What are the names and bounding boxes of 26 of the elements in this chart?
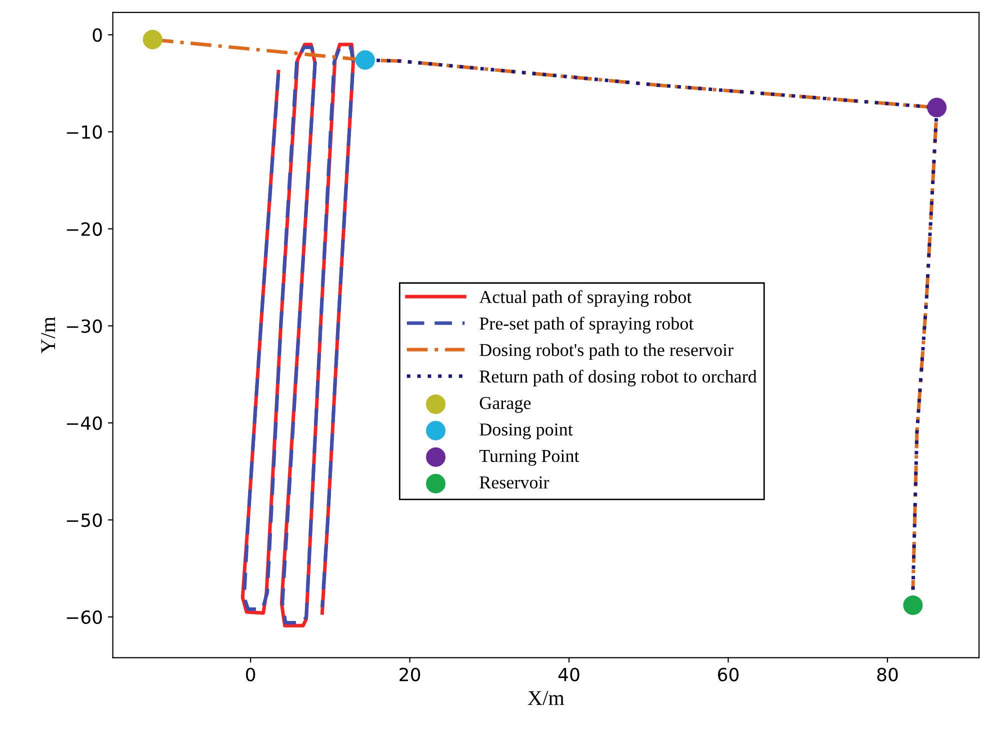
legend-label: Pre-set path of spraying robot [480, 316, 694, 334]
y-tick-label: −20 [66, 222, 102, 236]
x-tick-label: 80 [877, 668, 898, 682]
point [927, 98, 947, 118]
x-tick-label: 20 [400, 668, 420, 682]
legend-label: Return path of dosing robot to orchard [480, 370, 757, 386]
legend-label: Dosing point [480, 423, 573, 440]
x-tick-label: 40 [558, 668, 580, 682]
legend-label: Reservoir [480, 476, 550, 489]
point [355, 50, 375, 70]
x-tick-label: 0 [246, 668, 256, 682]
y-tick-label: −40 [66, 416, 102, 430]
legend-label: Actual path of spraying robot [479, 290, 692, 307]
point [142, 30, 162, 50]
y-tick-label: 0 [92, 28, 102, 42]
legend-label: Turning Point [479, 450, 580, 466]
legend-label: Garage [480, 396, 531, 413]
y-axis-title: Y/m [41, 316, 56, 354]
y-tick-label: −30 [66, 319, 102, 333]
y-tick-label: −60 [66, 610, 102, 624]
x-axis-title: X/m [528, 691, 564, 706]
point [903, 596, 923, 616]
legend-label: Dosing robot's path to the reservoir [480, 343, 734, 360]
y-tick-label: −10 [66, 125, 102, 139]
y-tick-label: −50 [66, 513, 102, 528]
x-tick-label: 60 [718, 668, 739, 682]
